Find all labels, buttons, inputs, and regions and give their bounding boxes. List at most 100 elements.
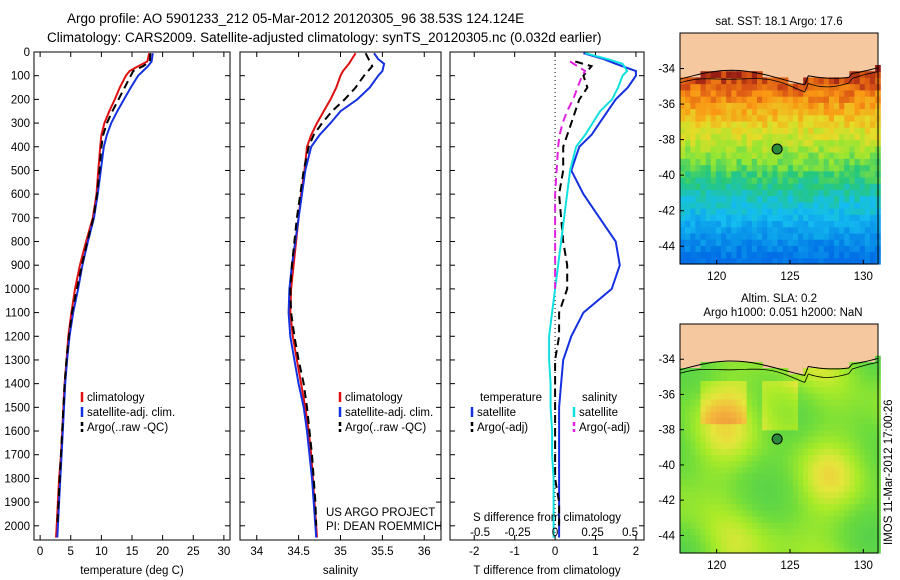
map-cell — [864, 417, 871, 425]
y-tick-label: 1200 — [4, 331, 30, 343]
x-tick-label: 35.5 — [371, 546, 393, 558]
map-cell — [787, 398, 794, 406]
map-cell — [828, 374, 835, 381]
map-cell — [731, 77, 737, 85]
map-cell — [772, 214, 779, 221]
map-cell — [767, 516, 773, 523]
map-cell — [844, 139, 850, 147]
map-cell — [690, 540, 696, 548]
sla-map-title-line1: Altim. SLA: 0.2 — [741, 293, 817, 305]
map-cell — [869, 528, 876, 536]
map-cell — [798, 417, 804, 425]
map-cell — [859, 534, 866, 542]
map-cell — [741, 380, 748, 388]
map-cell — [772, 423, 779, 431]
map-cell — [813, 516, 820, 523]
map-cell — [710, 214, 717, 221]
map-cell — [767, 208, 773, 215]
map-cell — [685, 485, 691, 492]
map-cell — [772, 516, 779, 523]
map-cell — [859, 77, 866, 85]
map-cell — [798, 534, 804, 542]
map-cell — [731, 546, 737, 554]
map-cell — [746, 251, 753, 259]
x-tick-label: 10 — [95, 546, 108, 558]
map-cell — [721, 96, 727, 103]
map-cell — [695, 417, 702, 425]
map-cell — [721, 195, 727, 203]
map-cell — [787, 479, 794, 486]
map-cell — [808, 201, 814, 209]
map-cell — [808, 497, 814, 505]
map-cell — [792, 83, 799, 91]
map-cell — [767, 423, 773, 431]
map-cell — [731, 245, 737, 253]
map-cell — [839, 239, 845, 246]
map-cell — [777, 114, 784, 122]
map-cell — [792, 442, 799, 449]
map-cell — [715, 491, 722, 499]
map-cell — [839, 460, 845, 468]
map-cell — [726, 516, 732, 523]
map-cell — [746, 245, 753, 253]
map-cell — [751, 152, 758, 159]
map-cell — [782, 114, 789, 122]
map-cell — [726, 546, 732, 554]
map-cell — [700, 509, 707, 517]
map-cell — [710, 220, 717, 228]
map-cell — [844, 417, 850, 425]
map-cell — [680, 183, 686, 190]
map-cell — [782, 208, 789, 215]
y-tick-label: 2000 — [4, 521, 30, 533]
map-cell — [869, 127, 876, 134]
map-cell — [834, 89, 840, 97]
map-cell — [818, 257, 825, 265]
map-cell — [736, 239, 743, 246]
map-cell — [834, 398, 840, 406]
map-cell — [777, 423, 784, 431]
map-cell — [787, 466, 794, 474]
map-cell — [680, 503, 686, 511]
map-cell — [849, 497, 856, 505]
map-cell — [803, 232, 809, 240]
map-cell — [741, 454, 748, 462]
map-cell — [864, 460, 871, 468]
map-cell — [772, 220, 779, 228]
map-cell — [813, 398, 820, 406]
map-cell — [823, 226, 830, 234]
map-cell — [757, 503, 763, 511]
map-cell — [808, 102, 814, 110]
map-cell — [705, 83, 712, 91]
map-cell — [721, 491, 727, 499]
map-cell — [741, 522, 748, 529]
map-cell — [849, 361, 856, 369]
map-cell — [787, 208, 794, 215]
map-cell — [803, 139, 809, 147]
map-cell — [772, 429, 779, 437]
map-cell — [813, 386, 820, 394]
map-cell — [721, 429, 727, 437]
map-cell — [751, 158, 758, 166]
map-cell — [721, 145, 727, 153]
map-cell — [864, 96, 871, 103]
map-cell — [715, 398, 722, 406]
map-cell — [762, 133, 768, 141]
map-cell — [680, 491, 686, 499]
map-cell — [839, 226, 845, 234]
map-cell — [818, 460, 825, 468]
map-cell — [792, 89, 799, 97]
map-cell — [859, 398, 866, 406]
map-cell — [710, 491, 717, 499]
map-cell — [736, 183, 743, 190]
map-cell — [695, 145, 702, 153]
map-cell — [808, 534, 814, 542]
map-cell — [859, 96, 866, 103]
map-cell — [864, 127, 871, 134]
map-cell — [864, 497, 871, 505]
map-cell — [736, 201, 743, 209]
map-cell — [839, 201, 845, 209]
map-cell — [864, 245, 871, 253]
map-cell — [726, 485, 732, 492]
map-cell — [823, 239, 830, 246]
map-cell — [721, 417, 727, 425]
